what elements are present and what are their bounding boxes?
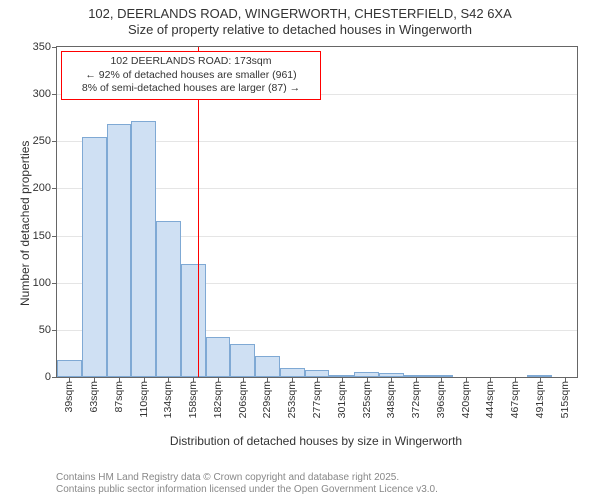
x-axis-label: Distribution of detached houses by size … — [56, 434, 576, 448]
x-tick-label: 348sqm — [385, 377, 397, 418]
y-axis-label: Number of detached properties — [18, 141, 32, 306]
x-tick-label: 39sqm — [63, 377, 75, 413]
y-tick-label: 250 — [33, 135, 51, 147]
y-tick-mark — [52, 188, 57, 189]
annotation-line: ← 92% of detached houses are smaller (96… — [68, 69, 314, 83]
histogram-bar — [255, 356, 280, 377]
annotation-line: 102 DEERLANDS ROAD: 173sqm — [68, 55, 314, 69]
y-tick-label: 300 — [33, 88, 51, 100]
y-tick-mark — [52, 47, 57, 48]
histogram-bar — [280, 368, 305, 377]
y-tick-mark — [52, 377, 57, 378]
y-tick-mark — [52, 236, 57, 237]
y-tick-label: 50 — [39, 324, 51, 336]
x-tick-label: 182sqm — [212, 377, 224, 418]
y-tick-mark — [52, 141, 57, 142]
annotation-line: 8% of semi-detached houses are larger (8… — [68, 82, 314, 96]
x-tick-label: 134sqm — [162, 377, 174, 418]
x-tick-label: 110sqm — [138, 377, 150, 418]
x-tick-label: 206sqm — [237, 377, 249, 418]
x-tick-label: 467sqm — [509, 377, 521, 418]
y-tick-label: 100 — [33, 277, 51, 289]
histogram-bar — [57, 360, 82, 377]
footer: Contains HM Land Registry data © Crown c… — [56, 472, 438, 496]
footer-line-2: Contains public sector information licen… — [56, 484, 438, 496]
title-line-2: Size of property relative to detached ho… — [0, 22, 600, 38]
x-tick-label: 277sqm — [311, 377, 323, 418]
plot-area: 05010015020025030035039sqm63sqm87sqm110s… — [56, 46, 578, 378]
footer-line-1: Contains HM Land Registry data © Crown c… — [56, 472, 438, 484]
y-tick-mark — [52, 283, 57, 284]
title-block: 102, DEERLANDS ROAD, WINGERWORTH, CHESTE… — [0, 0, 600, 39]
y-tick-mark — [52, 94, 57, 95]
x-tick-label: 301sqm — [336, 377, 348, 418]
x-tick-label: 420sqm — [460, 377, 472, 418]
histogram-bar — [206, 337, 231, 377]
x-tick-label: 372sqm — [410, 377, 422, 418]
x-tick-label: 63sqm — [88, 377, 100, 413]
y-tick-label: 200 — [33, 182, 51, 194]
x-tick-label: 444sqm — [484, 377, 496, 418]
histogram-bar — [305, 370, 330, 377]
chart-container: 102, DEERLANDS ROAD, WINGERWORTH, CHESTE… — [0, 0, 600, 500]
histogram-bar — [82, 137, 107, 377]
histogram-bar — [230, 344, 255, 377]
y-tick-label: 350 — [33, 41, 51, 53]
x-tick-label: 325sqm — [361, 377, 373, 418]
y-tick-label: 0 — [45, 371, 51, 383]
y-tick-label: 150 — [33, 230, 51, 242]
x-tick-label: 253sqm — [286, 377, 298, 418]
histogram-bar — [107, 124, 132, 377]
annotation-box: 102 DEERLANDS ROAD: 173sqm← 92% of detac… — [61, 51, 321, 100]
x-tick-label: 229sqm — [261, 377, 273, 418]
title-line-1: 102, DEERLANDS ROAD, WINGERWORTH, CHESTE… — [0, 6, 600, 22]
histogram-bar — [156, 221, 181, 377]
x-tick-label: 158sqm — [187, 377, 199, 418]
x-tick-label: 87sqm — [113, 377, 125, 413]
x-tick-label: 396sqm — [435, 377, 447, 418]
x-tick-label: 515sqm — [559, 377, 571, 418]
histogram-bar — [131, 121, 156, 377]
x-tick-label: 491sqm — [534, 377, 546, 418]
histogram-bar — [181, 264, 206, 377]
y-tick-mark — [52, 330, 57, 331]
